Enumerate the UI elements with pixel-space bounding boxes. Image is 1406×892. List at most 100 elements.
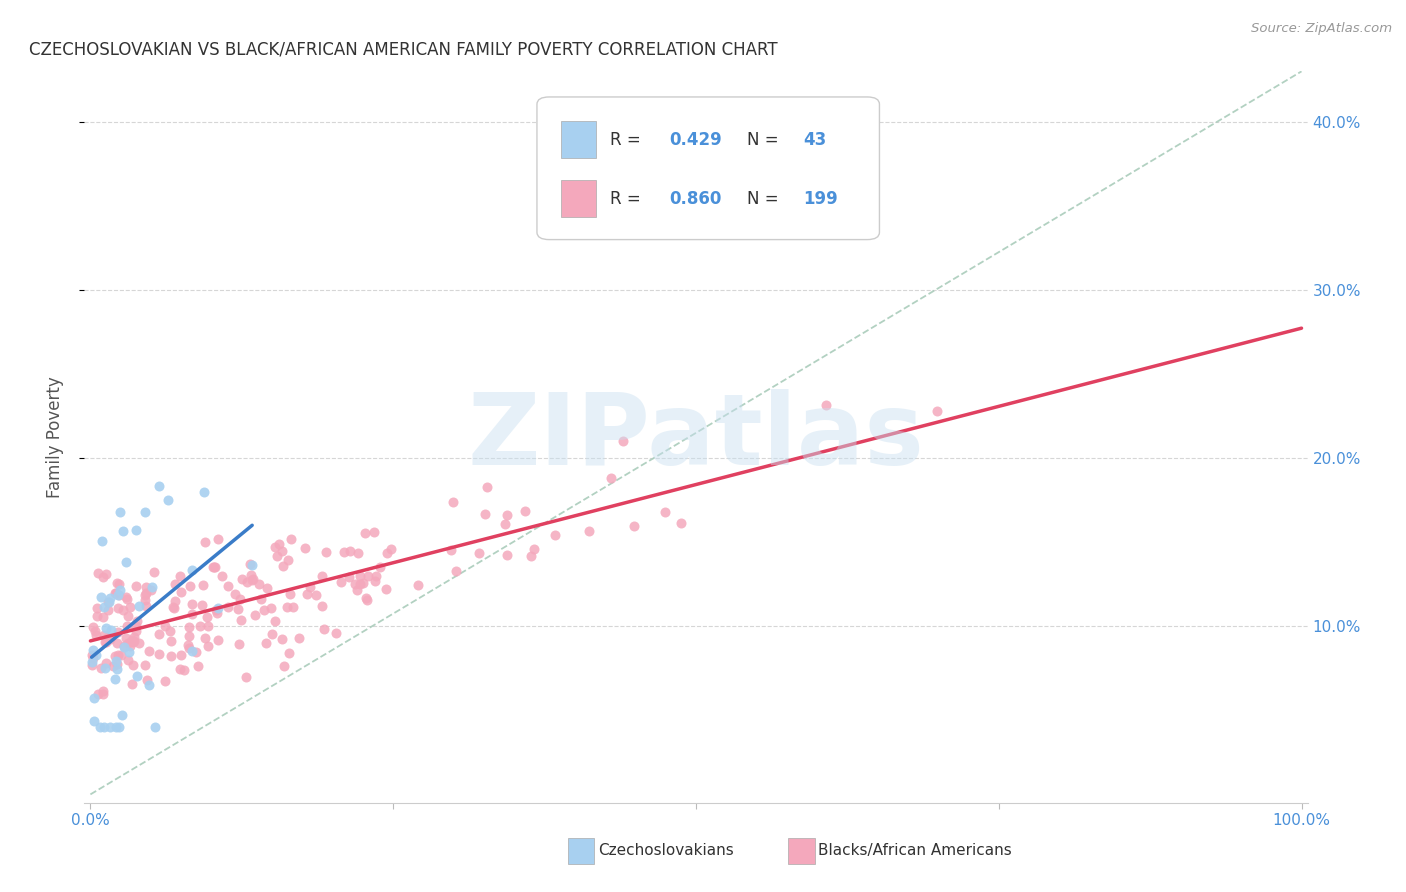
Point bbox=[142, 565, 165, 579]
Point bbox=[125, 523, 148, 537]
Point bbox=[107, 648, 129, 662]
Point bbox=[118, 639, 141, 653]
Point bbox=[82, 620, 104, 634]
Point bbox=[207, 532, 229, 546]
Point bbox=[520, 549, 543, 563]
Point bbox=[98, 720, 121, 734]
Point bbox=[124, 634, 146, 648]
Point bbox=[474, 507, 496, 521]
Point bbox=[262, 627, 284, 641]
Point bbox=[153, 673, 176, 688]
Text: Source: ZipAtlas.com: Source: ZipAtlas.com bbox=[1251, 22, 1392, 36]
Point bbox=[191, 578, 214, 592]
Point bbox=[669, 516, 692, 530]
Point bbox=[93, 600, 115, 615]
Bar bbox=[568, 838, 595, 863]
Point bbox=[254, 636, 277, 650]
Point bbox=[495, 508, 517, 522]
Point bbox=[153, 619, 176, 633]
Point bbox=[217, 599, 239, 614]
Point bbox=[163, 594, 186, 608]
Point bbox=[329, 574, 352, 589]
Point bbox=[98, 591, 121, 606]
Point bbox=[197, 640, 219, 654]
Point bbox=[138, 644, 160, 658]
Text: R =: R = bbox=[610, 190, 647, 208]
Point bbox=[364, 574, 387, 589]
Point bbox=[249, 592, 271, 607]
Text: CZECHOSLOVAKIAN VS BLACK/AFRICAN AMERICAN FAMILY POVERTY CORRELATION CHART: CZECHOSLOVAKIAN VS BLACK/AFRICAN AMERICA… bbox=[30, 41, 778, 59]
Point bbox=[349, 576, 371, 591]
Point bbox=[277, 552, 299, 566]
Point bbox=[159, 648, 181, 663]
Point bbox=[226, 602, 249, 616]
Point bbox=[105, 586, 128, 600]
Point bbox=[354, 525, 377, 540]
Point bbox=[117, 653, 139, 667]
Point bbox=[112, 603, 135, 617]
Bar bbox=[561, 121, 596, 158]
Point bbox=[243, 607, 266, 622]
Point bbox=[814, 398, 837, 412]
Point bbox=[170, 585, 193, 599]
Point bbox=[105, 662, 128, 676]
Point bbox=[599, 471, 621, 485]
Point bbox=[97, 630, 120, 644]
Point bbox=[446, 564, 468, 578]
Point bbox=[108, 588, 131, 602]
Point bbox=[100, 624, 122, 638]
Point bbox=[125, 619, 148, 633]
Point bbox=[105, 636, 128, 650]
Point bbox=[578, 524, 600, 539]
Point bbox=[406, 578, 429, 592]
Point bbox=[207, 633, 229, 648]
Point bbox=[156, 492, 179, 507]
Point bbox=[352, 576, 374, 591]
Point bbox=[468, 546, 491, 560]
Point bbox=[94, 657, 117, 671]
Point bbox=[356, 593, 378, 607]
Point bbox=[121, 635, 143, 649]
Point bbox=[125, 624, 148, 638]
Point bbox=[263, 614, 285, 628]
Point bbox=[231, 572, 253, 586]
Point bbox=[205, 606, 228, 620]
Point bbox=[105, 575, 128, 590]
Point bbox=[135, 599, 157, 613]
Point bbox=[375, 546, 398, 560]
Point bbox=[82, 642, 104, 657]
Point bbox=[80, 648, 103, 663]
Point bbox=[117, 636, 139, 650]
Point bbox=[204, 560, 226, 574]
Point bbox=[104, 672, 127, 686]
Point bbox=[80, 655, 103, 669]
Point bbox=[134, 593, 156, 607]
Point bbox=[115, 631, 138, 645]
Point bbox=[96, 566, 118, 581]
Point bbox=[260, 600, 283, 615]
Point bbox=[278, 587, 301, 601]
Point bbox=[87, 686, 110, 700]
Point bbox=[515, 504, 537, 518]
Point bbox=[91, 686, 114, 700]
Point bbox=[337, 569, 360, 583]
Point bbox=[93, 610, 115, 624]
Point bbox=[176, 638, 198, 652]
Point bbox=[239, 557, 262, 571]
Point bbox=[623, 519, 645, 533]
Point bbox=[112, 640, 135, 654]
Point bbox=[177, 640, 200, 655]
Point bbox=[139, 583, 162, 598]
Point bbox=[96, 621, 118, 635]
Point bbox=[80, 657, 103, 672]
Point bbox=[94, 660, 117, 674]
Point bbox=[543, 528, 565, 542]
Point bbox=[107, 601, 129, 615]
Point bbox=[93, 628, 115, 642]
Point bbox=[93, 720, 115, 734]
Point bbox=[380, 541, 402, 556]
Point bbox=[115, 592, 138, 607]
Point bbox=[141, 580, 163, 594]
Point bbox=[169, 662, 191, 676]
Y-axis label: Family Poverty: Family Poverty bbox=[45, 376, 63, 498]
